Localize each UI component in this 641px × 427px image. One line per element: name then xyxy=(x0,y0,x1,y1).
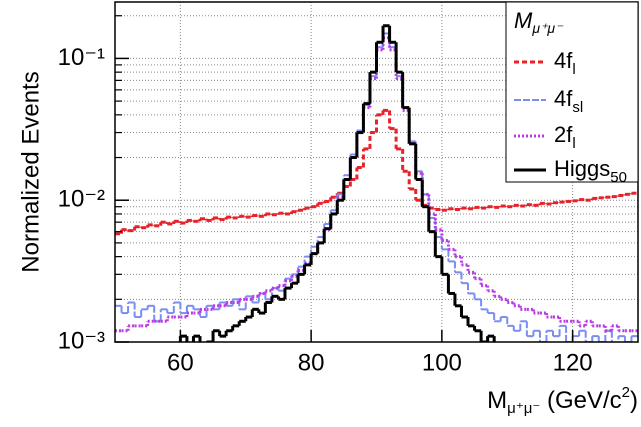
legend-name: 4f xyxy=(554,86,573,111)
legend-label: 4fl xyxy=(554,48,576,78)
x-tick-label: 120 xyxy=(553,349,593,376)
y-tick-label: 10⁻¹ xyxy=(58,44,105,71)
axes: 10⁻³ 10⁻² 10⁻¹ 60 80 100 120 Mμ⁺μ⁻ (GeV/c2) xyxy=(58,15,638,417)
legend-title-main: M xyxy=(514,8,533,33)
legend-sub: sl xyxy=(572,99,583,116)
legend-sub: l xyxy=(572,135,575,152)
legend-label: Higgs50 xyxy=(554,156,627,186)
legend-label: 2fl xyxy=(554,122,576,152)
bin-connector xyxy=(126,37,620,331)
y-axis-label: Normalized Events xyxy=(17,71,44,272)
legend-title-sub: μ⁺μ⁻ xyxy=(531,20,564,36)
legend-title: Mμ⁺μ⁻ xyxy=(514,8,564,36)
x-tick-label: 80 xyxy=(298,349,325,376)
legend-name: 4f xyxy=(554,48,573,73)
x-label-rest: (GeV/c xyxy=(540,387,621,414)
bin-connector xyxy=(178,25,496,342)
x-tick-label: 100 xyxy=(422,349,462,376)
x-label-sub: μ⁺μ⁻ xyxy=(507,400,540,417)
legend-label: 4fsl xyxy=(554,86,583,116)
legend-name: Higgs xyxy=(554,156,610,181)
x-label-main: M xyxy=(487,387,507,414)
y-tick-label: 10⁻² xyxy=(58,186,105,213)
histograms xyxy=(115,24,638,342)
x-label-sup: 2 xyxy=(622,384,630,401)
legend-name: 2f xyxy=(554,122,573,147)
legend-sub: l xyxy=(572,61,575,78)
legend-sub: 50 xyxy=(610,169,627,186)
x-axis-label: Mμ⁺μ⁻ (GeV/c2) xyxy=(487,384,638,417)
y-tick-label: 10⁻³ xyxy=(58,327,105,354)
x-label-end: ) xyxy=(630,387,638,414)
x-tick-label: 60 xyxy=(167,349,194,376)
legend-frame xyxy=(505,1,639,183)
